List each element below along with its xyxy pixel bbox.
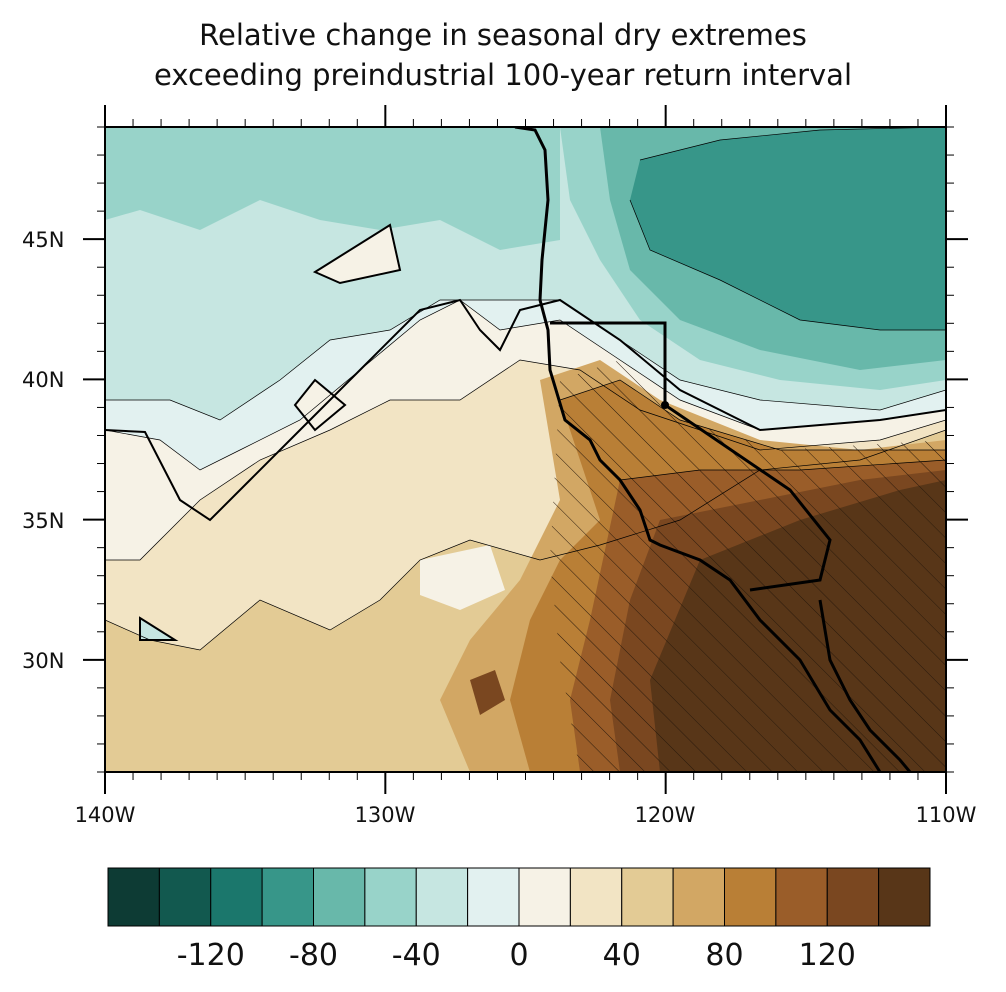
colorbar-swatch [724,867,777,927]
lon-label-110w: 110W [915,803,977,827]
colorbar-swatch [261,867,314,927]
field-layer [105,127,946,772]
field-blob-sw [470,670,505,715]
lake-tahoe-dot [661,401,669,409]
colorbar [107,867,931,927]
colorbar-swatch [878,867,931,927]
title-line-1: Relative change in seasonal dry extremes [199,18,807,52]
colorbar-swatch [621,867,674,927]
significance-hatching [550,360,946,772]
axis-ticks [83,105,968,794]
colorbar-label: 80 [705,938,744,973]
colorbar-label: -120 [176,938,245,973]
colorbar-swatch [210,867,263,927]
colorbar-label: 120 [798,938,856,973]
colorbar-swatch [672,867,725,927]
lon-label-120w: 120W [634,803,696,827]
colorbar-swatch [107,867,160,927]
state-borders [550,321,832,592]
lat-label-40n: 40N [22,368,65,392]
field-blob-south [139,616,179,641]
colorbar-label: 0 [509,938,529,973]
coastline [514,127,882,772]
colorbar-swatch [826,867,880,927]
lat-label-35n: 35N [22,509,65,533]
lon-label-130w: 130W [354,803,416,827]
colorbar-swatch [313,867,366,927]
field-band-neg80 [630,127,946,330]
contour-lines [105,127,946,651]
lat-label-30n: 30N [22,649,65,673]
lon-label-140w: 140W [74,803,136,827]
colorbar-swatch [467,867,520,927]
colorbar-label: -40 [391,938,441,973]
field-blob-center [420,545,505,610]
field-blob-north [312,223,402,285]
colorbar-swatch [569,867,623,927]
gulf-coastline [818,599,912,772]
zero-contour [105,298,946,522]
colorbar-swatch [415,867,469,927]
colorbar-swatch [518,867,571,927]
colorbar-swatch [775,867,828,927]
colorbar-swatch [364,867,417,927]
title-line-2: exceeding preindustrial 100-year return … [153,58,853,92]
colorbar-label: 40 [602,938,641,973]
colorbar-swatch [158,867,212,927]
colorbar-label: -80 [289,938,338,973]
field-band-neg40-west [105,127,560,250]
lat-label-45n: 45N [22,228,65,252]
